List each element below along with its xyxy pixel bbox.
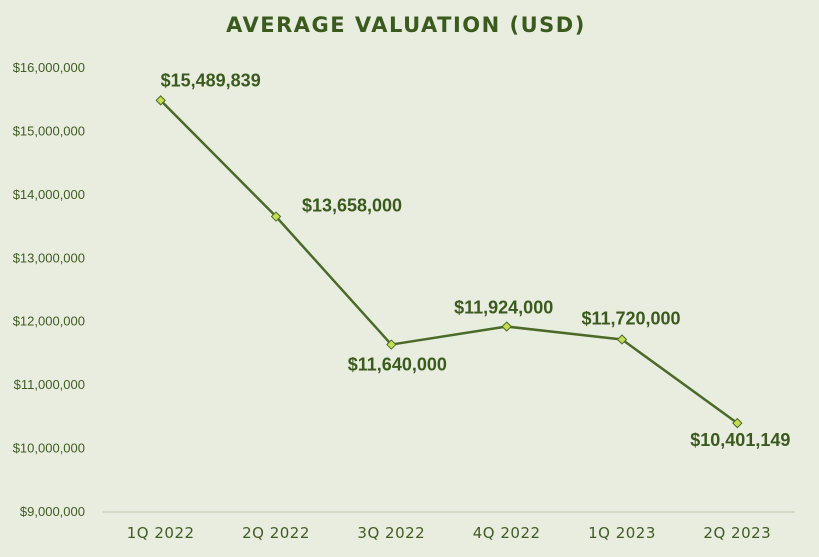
data-point-marker bbox=[501, 321, 512, 332]
data-point-marker bbox=[155, 95, 166, 106]
data-point-marker bbox=[270, 211, 282, 222]
data-label: $11,720,000 bbox=[581, 308, 680, 328]
data-label: $15,489,839 bbox=[161, 70, 261, 90]
y-tick-label: $14,000,000 bbox=[13, 187, 85, 202]
y-tick-label: $16,000,000 bbox=[13, 60, 85, 75]
x-tick-label: 2Q 2023 bbox=[703, 524, 771, 542]
x-tick-label: 3Q 2022 bbox=[357, 524, 425, 542]
data-label: $11,640,000 bbox=[348, 355, 447, 375]
plot-area bbox=[155, 95, 743, 429]
y-axis: $9,000,000 $10,000,000 $11,000,000 $12,000,… bbox=[13, 60, 85, 519]
data-point-marker bbox=[386, 339, 397, 350]
data-labels: $15,489,839 $13,658,000 $11,640,000 $11,924… bbox=[161, 70, 791, 450]
chart-title: AVERAGE VALUATION (USD) bbox=[226, 13, 586, 37]
x-axis: 1Q 2022 2Q 2022 3Q 2022 4Q 2022 1Q 2023 2Q 20… bbox=[103, 511, 795, 542]
data-point-marker bbox=[616, 334, 628, 345]
series-line bbox=[159, 99, 739, 425]
y-tick-label: $15,000,000 bbox=[13, 123, 85, 138]
x-tick-label: 1Q 2023 bbox=[588, 524, 656, 542]
y-tick-label: $9,000,000 bbox=[20, 504, 85, 519]
x-tick-label: 1Q 2022 bbox=[127, 524, 195, 542]
y-tick-label: $12,000,000 bbox=[13, 314, 85, 329]
y-tick-label: $11,000,000 bbox=[14, 377, 85, 392]
y-tick-label: $10,000,000 bbox=[13, 441, 85, 456]
x-tick-label: 2Q 2022 bbox=[242, 524, 310, 542]
data-label: $10,401,149 bbox=[690, 430, 790, 450]
y-tick-label: $13,000,000 bbox=[13, 250, 85, 265]
data-point-marker bbox=[732, 417, 743, 429]
x-tick-label: 4Q 2022 bbox=[473, 524, 541, 542]
data-label: $13,658,000 bbox=[302, 196, 402, 216]
data-label: $11,924,000 bbox=[454, 298, 553, 318]
